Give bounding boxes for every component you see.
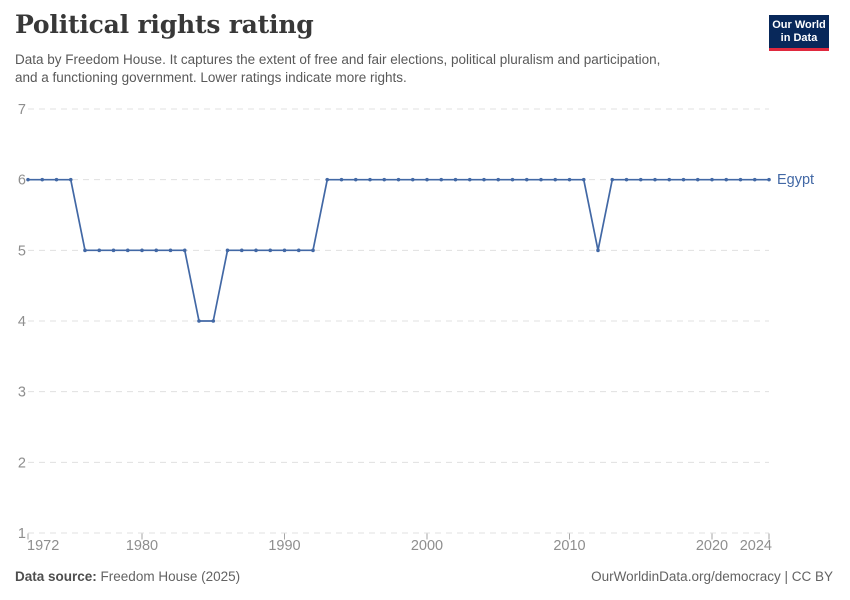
data-point-2024 xyxy=(767,177,771,182)
y-axis-label-4: 4 xyxy=(18,314,26,330)
data-point-2014 xyxy=(624,177,629,182)
data-point-2007 xyxy=(524,177,529,182)
data-point-1986 xyxy=(225,248,230,253)
y-axis-label-5: 5 xyxy=(18,243,26,259)
data-point-1974 xyxy=(54,177,59,182)
x-axis-label-2024: 2024 xyxy=(740,538,772,554)
data-point-2009 xyxy=(553,177,558,182)
data-point-2022 xyxy=(738,177,743,182)
data-point-1987 xyxy=(239,248,244,253)
data-source-text: Freedom House (2025) xyxy=(100,569,241,584)
data-point-2020 xyxy=(710,177,714,182)
data-point-2023 xyxy=(752,177,757,182)
data-point-2008 xyxy=(539,177,543,182)
x-axis-label-2010: 2010 xyxy=(553,538,585,554)
data-point-1990 xyxy=(282,248,287,253)
data-point-2012 xyxy=(596,248,600,253)
data-point-1994 xyxy=(339,177,344,182)
data-point-1985 xyxy=(211,319,216,323)
data-point-2005 xyxy=(496,177,501,182)
data-point-1983 xyxy=(182,248,187,253)
owid-logo[interactable]: Our World in Data xyxy=(769,15,829,51)
chart-subtitle: Data by Freedom House. It captures the e… xyxy=(15,52,661,85)
y-axis-label-7: 7 xyxy=(18,102,26,118)
data-point-1995 xyxy=(353,177,358,182)
data-point-1998 xyxy=(396,177,401,182)
data-point-1989 xyxy=(268,248,273,253)
data-point-1982 xyxy=(168,248,173,253)
data-point-2013 xyxy=(610,177,615,182)
data-point-1976 xyxy=(83,248,87,253)
data-point-1972 xyxy=(26,177,30,182)
x-axis-label-1990: 1990 xyxy=(268,538,300,554)
data-point-2000 xyxy=(425,177,429,182)
y-axis-label-2: 2 xyxy=(18,455,26,471)
data-point-1996 xyxy=(368,177,372,182)
y-axis-label-1: 1 xyxy=(18,526,26,542)
data-point-2006 xyxy=(510,177,515,182)
data-point-2003 xyxy=(467,177,472,182)
data-point-1999 xyxy=(410,177,415,182)
y-axis-label-6: 6 xyxy=(18,173,26,189)
data-point-1993 xyxy=(325,177,330,182)
data-source-note: Data source: Freedom House (2025) xyxy=(15,569,240,584)
data-point-2015 xyxy=(638,177,643,182)
x-axis-label-1980: 1980 xyxy=(126,538,158,554)
x-axis-label-2020: 2020 xyxy=(696,538,728,554)
data-point-1992 xyxy=(311,248,315,253)
data-point-1980 xyxy=(140,248,144,253)
data-point-2018 xyxy=(681,177,686,182)
data-point-1978 xyxy=(111,248,116,253)
owid-logo-line2: in Data xyxy=(780,32,818,44)
data-point-2011 xyxy=(581,177,586,182)
data-point-2002 xyxy=(453,177,458,182)
data-point-2017 xyxy=(667,177,672,182)
data-point-1981 xyxy=(154,248,159,253)
data-point-2010 xyxy=(567,177,572,182)
page-title: Political rights rating xyxy=(15,10,314,39)
data-point-2001 xyxy=(439,177,444,182)
data-point-1988 xyxy=(254,248,258,253)
data-point-2021 xyxy=(724,177,729,182)
data-point-1984 xyxy=(197,319,201,323)
owid-logo-line1: Our World xyxy=(772,19,826,31)
data-point-1977 xyxy=(97,248,102,253)
data-point-1975 xyxy=(68,177,73,182)
data-point-2019 xyxy=(695,177,700,182)
series-label-egypt: Egypt xyxy=(777,172,814,188)
data-point-2016 xyxy=(653,177,657,182)
x-axis-label-2000: 2000 xyxy=(411,538,443,554)
y-axis-label-3: 3 xyxy=(18,385,26,401)
data-point-1991 xyxy=(296,248,301,253)
data-point-1979 xyxy=(125,248,130,253)
attribution-link[interactable]: OurWorldinData.org/democracy | CC BY xyxy=(591,569,833,584)
data-point-2004 xyxy=(482,177,486,182)
data-point-1997 xyxy=(382,177,387,182)
x-axis-label-1972: 1972 xyxy=(27,538,59,554)
data-source-label: Data source: xyxy=(15,569,97,584)
data-point-1973 xyxy=(40,177,45,182)
